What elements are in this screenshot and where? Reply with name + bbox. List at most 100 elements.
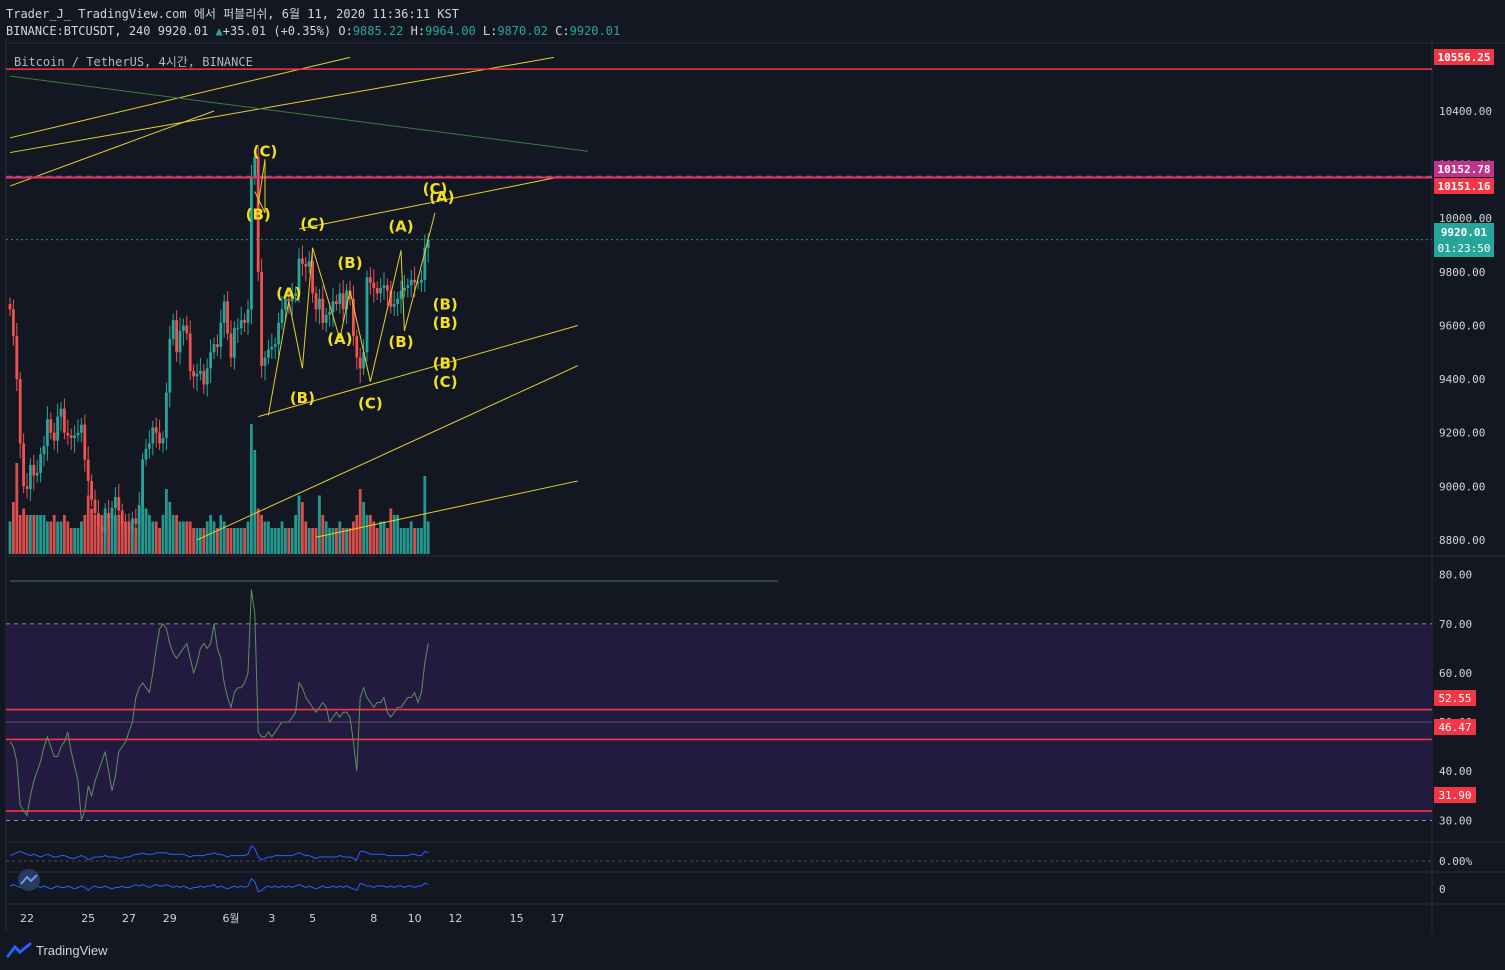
wave-label: (B) [433, 354, 458, 372]
tv-small-logo-icon[interactable] [18, 869, 40, 891]
volume-bar [287, 528, 291, 554]
candle-body [124, 523, 127, 527]
candle-body [100, 526, 104, 532]
candles [8, 146, 430, 547]
elliott-waves: (A)(B)(C)(A)(B)(C)(A)(B)(C)(B)(C)(A)(B)(… [246, 143, 458, 416]
candle-body [256, 156, 260, 272]
volume-bar [86, 495, 90, 554]
candle-body [277, 322, 280, 345]
close-value: 9920.01 [569, 24, 621, 38]
volume-bar [403, 528, 406, 554]
candle-body [226, 301, 229, 334]
candle-body [171, 320, 175, 339]
time-tick-label: 10 [408, 912, 422, 925]
close-label: C: [555, 24, 570, 38]
low-label: L: [482, 24, 498, 38]
volume-bar [335, 528, 338, 554]
wave-label: (C) [253, 143, 278, 161]
candle-body [375, 287, 379, 294]
wave-label: (A) [429, 188, 454, 206]
volume-bar [131, 528, 134, 554]
volume-bar [341, 528, 345, 554]
candle-body [168, 338, 172, 393]
candle-body [301, 258, 304, 264]
volume-bar [389, 508, 393, 554]
candle-body [199, 371, 202, 374]
osc1-axis-label: 0.00% [1439, 855, 1472, 868]
volume-bar [280, 521, 284, 554]
candle-body [90, 480, 93, 500]
badge-countdown-text: 01:23:50 [1438, 242, 1491, 255]
volume-bar [307, 528, 311, 554]
candle-body [188, 333, 192, 372]
trend-line [298, 177, 555, 230]
volume-bar [120, 521, 124, 554]
candle-body [83, 424, 87, 460]
rsi-badge-a-text: 52.55 [1438, 692, 1471, 705]
volume-bar [12, 502, 15, 554]
volume-bar [185, 521, 189, 554]
volume-bar [52, 515, 56, 554]
volume-bar [392, 515, 396, 554]
wave-path [254, 159, 266, 214]
trend-line [258, 324, 578, 418]
candle-body [423, 247, 427, 280]
volume-bar [358, 489, 362, 554]
volume-bar [134, 528, 138, 554]
wave-label: (B) [388, 333, 413, 351]
wave-label: (B) [433, 295, 458, 313]
volume-bar [32, 515, 36, 554]
volume-bar [29, 515, 32, 554]
candle-body [389, 290, 393, 307]
footer[interactable]: TradingView [6, 942, 108, 958]
candle-body [137, 505, 141, 524]
rsi-badge-b-text: 46.47 [1438, 721, 1471, 734]
horizontal-levels [6, 68, 1432, 812]
volume-bar [168, 502, 172, 554]
volume-bar [348, 528, 352, 554]
candle-body [205, 368, 209, 385]
volume-bar [171, 515, 175, 554]
candle-body [253, 156, 257, 179]
candle-body [365, 277, 369, 353]
rsi-tick-label: 70.00 [1439, 618, 1472, 631]
high-label: H: [410, 24, 426, 38]
volume-bar [406, 528, 410, 554]
open-value: 9885.22 [352, 24, 404, 38]
volume-bar [246, 521, 250, 554]
volume-bar [154, 521, 158, 554]
candle-body [178, 330, 182, 353]
candle-body [382, 285, 386, 288]
candle-body [86, 459, 90, 481]
candle-body [270, 346, 274, 350]
badge-r1-text: 10152.78 [1438, 163, 1491, 176]
time-axis[interactable]: 22 25 27 29 6월 3 5 8 10 12 15 17 [20, 912, 564, 925]
candle-body [246, 309, 250, 323]
candle-body [195, 373, 199, 377]
volume-bar [253, 450, 257, 554]
volume-bar [338, 521, 342, 554]
volume-bar [420, 528, 423, 554]
candle-body [355, 336, 359, 358]
candle-body [386, 285, 389, 291]
candle-body [161, 438, 165, 444]
volume-bar [25, 515, 29, 554]
volume-bar [409, 521, 413, 554]
time-tick-label: 29 [163, 912, 177, 925]
candle-body [66, 432, 70, 436]
wave-path [267, 212, 436, 416]
low-value: 9870.02 [497, 24, 548, 38]
candle-body [148, 443, 151, 449]
volume-bar [178, 521, 182, 554]
volume-bar [396, 515, 399, 554]
candle-body [345, 290, 348, 310]
volume-bar [39, 515, 42, 554]
rsi-band [6, 580, 1432, 862]
volume-bar [165, 489, 168, 554]
volume-bar [416, 528, 420, 554]
volume-bar [56, 521, 59, 554]
candle-body [8, 304, 12, 310]
candle-body [97, 513, 100, 527]
rsi-line [9, 589, 429, 821]
